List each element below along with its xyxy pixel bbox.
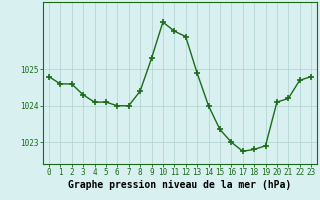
X-axis label: Graphe pression niveau de la mer (hPa): Graphe pression niveau de la mer (hPa) — [68, 180, 292, 190]
